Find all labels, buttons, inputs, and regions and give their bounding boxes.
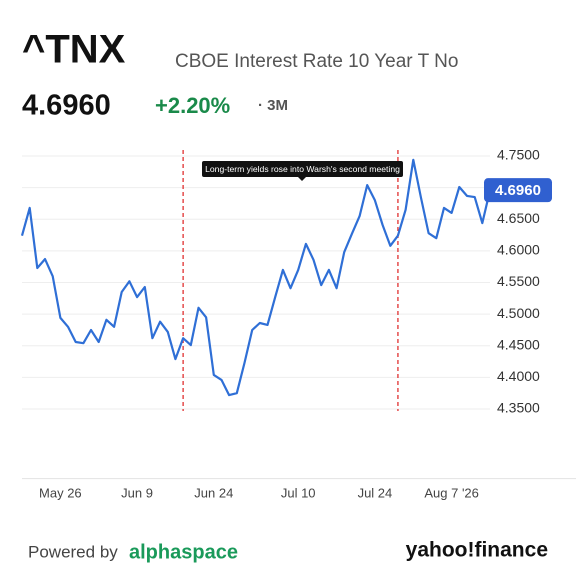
symbol: ^TNX (22, 28, 126, 72)
range: · 3M (258, 97, 288, 114)
x-tick-label: Jul 10 (281, 485, 316, 500)
brand: alphaspace (129, 541, 238, 563)
annotation-box (202, 161, 403, 177)
price-line (20, 158, 492, 397)
security-name: CBOE Interest Rate 10 Year T No (175, 51, 458, 72)
y-tick-label: 4.5500 (497, 273, 540, 289)
price: 4.6960 (22, 90, 111, 122)
y-tick-label: 4.6000 (497, 242, 540, 258)
y-tick-label: 4.3500 (497, 400, 540, 416)
y-tick-label: 4.6500 (497, 210, 540, 226)
source-logo: yahoo!finance (406, 539, 548, 562)
x-tick-label: May 26 (39, 485, 82, 500)
y-tick-label: 4.4000 (497, 368, 540, 384)
x-tick-label: Aug 7 '26 (424, 485, 479, 500)
change: +2.20% (155, 93, 230, 118)
current-label: 4.6960 (495, 182, 541, 199)
x-tick-label: Jun 9 (121, 485, 153, 500)
y-tick-label: 4.4500 (497, 336, 540, 352)
powered-by: Powered by (28, 542, 118, 561)
y-tick-label: 4.7500 (497, 147, 540, 163)
y-tick-label: 4.5000 (497, 305, 540, 321)
x-tick-label: Jul 24 (358, 485, 393, 500)
annotation: Long-term yields rose into Warsh's secon… (205, 164, 400, 174)
x-tick-label: Jun 24 (194, 485, 233, 500)
annotation-pointer (298, 177, 306, 181)
current-badge (484, 178, 552, 203)
